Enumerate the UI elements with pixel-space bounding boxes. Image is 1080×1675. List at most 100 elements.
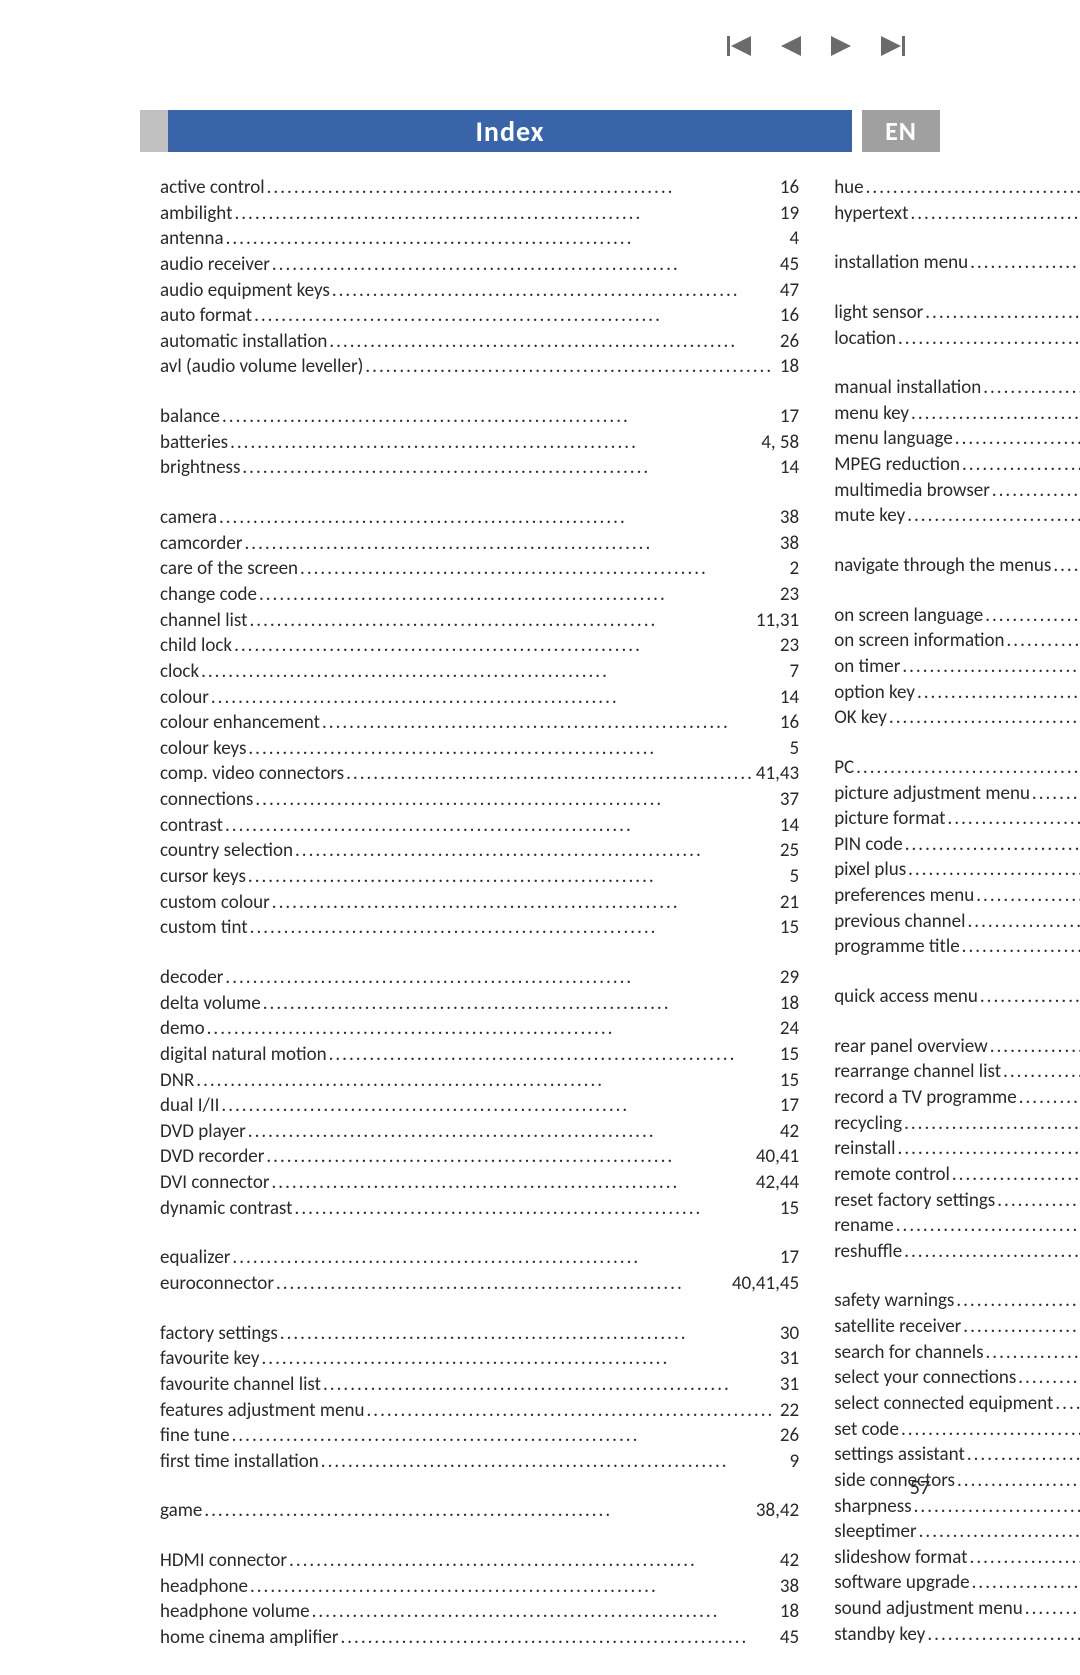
index-dots: ........................................…: [995, 1188, 1080, 1214]
index-label: PC: [834, 755, 854, 781]
index-page: 18: [780, 1599, 799, 1625]
index-dots: ........................................…: [261, 991, 780, 1017]
index-entry: first time installation.................…: [160, 1449, 799, 1475]
index-dots: ........................................…: [965, 1442, 1080, 1468]
index-page: 17: [780, 1245, 799, 1271]
index-dots: ........................................…: [915, 680, 1080, 706]
index-entry: custom colour...........................…: [160, 890, 799, 916]
index-dots: ........................................…: [960, 452, 1080, 478]
index-dots: ........................................…: [298, 556, 790, 582]
index-entry: cursor keys.............................…: [160, 864, 799, 890]
index-dots: ........................................…: [899, 1417, 1080, 1443]
index-entry: on screen information...................…: [834, 628, 1080, 654]
index-entry: MPEG reduction..........................…: [834, 452, 1080, 478]
index-entry: slideshow format........................…: [834, 1545, 1080, 1571]
index-label: record a TV programme: [834, 1085, 1017, 1111]
index-label: on screen language: [834, 603, 983, 629]
index-entry: delta volume............................…: [160, 991, 799, 1017]
index-page: 42: [780, 1119, 799, 1145]
index-label: recycling: [834, 1111, 902, 1137]
index-entry: software upgrade........................…: [834, 1570, 1080, 1596]
index-label: picture adjustment menu: [834, 781, 1030, 807]
index-label: sleeptimer: [834, 1519, 916, 1545]
index-entry: active control..........................…: [160, 175, 799, 201]
index-dots: ........................................…: [270, 252, 780, 278]
index-label: contrast: [160, 813, 223, 839]
index-entry: audio equipment keys....................…: [160, 278, 799, 304]
index-group: balance.................................…: [160, 404, 799, 481]
index-dots: ........................................…: [908, 201, 1080, 227]
index-entry: rearrange channel list..................…: [834, 1059, 1080, 1085]
index-label: rearrange channel list: [834, 1059, 1001, 1085]
index-label: delta volume: [160, 991, 261, 1017]
index-label: brightness: [160, 455, 240, 481]
index-label: DVD player: [160, 1119, 246, 1145]
index-dots: ........................................…: [270, 1170, 756, 1196]
index-page: 5: [790, 864, 800, 890]
index-entry: child lock..............................…: [160, 633, 799, 659]
index-label: settings assistant: [834, 1442, 965, 1468]
index-page: 42,44: [756, 1170, 799, 1196]
skip-forward-icon[interactable]: [881, 36, 905, 56]
index-label: country selection: [160, 838, 293, 864]
index-label: hue: [834, 175, 863, 201]
index-page: 21: [780, 890, 799, 916]
skip-back-icon[interactable]: [727, 36, 751, 56]
index-label: automatic installation: [160, 329, 327, 355]
index-entry: hypertext...............................…: [834, 201, 1080, 227]
index-entry: remote control..........................…: [834, 1162, 1080, 1188]
index-label: custom tint: [160, 915, 248, 941]
play-back-icon[interactable]: [781, 36, 801, 56]
index-label: change code: [160, 582, 257, 608]
index-label: colour: [160, 685, 209, 711]
play-forward-icon[interactable]: [831, 36, 851, 56]
index-dots: ........................................…: [253, 787, 780, 813]
index-dots: ........................................…: [199, 659, 789, 685]
index-entry: colour enhancement......................…: [160, 710, 799, 736]
index-dots: ........................................…: [953, 426, 1080, 452]
index-label: audio receiver: [160, 252, 270, 278]
index-label: side connectors: [834, 1468, 955, 1494]
index-dots: ........................................…: [232, 201, 779, 227]
index-label: care of the screen: [160, 556, 298, 582]
index-entry: menu key................................…: [834, 401, 1080, 427]
index-page: 29: [780, 965, 799, 991]
index-entry: navigate through the menus..............…: [834, 553, 1080, 579]
index-dots: ........................................…: [974, 883, 1080, 909]
index-page: 37: [780, 787, 799, 813]
index-label: rename: [834, 1213, 894, 1239]
index-entry: DNR.....................................…: [160, 1068, 799, 1094]
index-entry: dual I/II...............................…: [160, 1093, 799, 1119]
index-entry: recycling...............................…: [834, 1111, 1080, 1137]
index-dots: ........................................…: [887, 705, 1080, 731]
index-dots: ........................................…: [230, 1245, 780, 1271]
index-label: antenna: [160, 226, 224, 252]
index-label: connections: [160, 787, 253, 813]
index-entry: headphone volume........................…: [160, 1599, 799, 1625]
index-label: standby key: [834, 1622, 925, 1648]
index-label: sharpness: [834, 1494, 911, 1520]
index-label: PIN code: [834, 832, 903, 858]
index-entry: sharpness...............................…: [834, 1494, 1080, 1520]
index-entry: PC......................................…: [834, 755, 1080, 781]
index-entry: channel list............................…: [160, 608, 799, 634]
index-label: DVD recorder: [160, 1144, 264, 1170]
index-label: colour enhancement: [160, 710, 320, 736]
index-group: equalizer...............................…: [160, 1245, 799, 1296]
index-entry: ambilight...............................…: [160, 201, 799, 227]
index-dots: ........................................…: [232, 633, 780, 659]
index-dots: ........................................…: [946, 806, 1080, 832]
index-column: hue.....................................…: [834, 175, 1080, 1675]
index-page: 40,41: [756, 1144, 799, 1170]
index-page: 14: [780, 813, 799, 839]
index-entry: quick access menu.......................…: [834, 984, 1080, 1010]
index-entry: dynamic contrast........................…: [160, 1196, 799, 1222]
index-entry: settings assistant......................…: [834, 1442, 1080, 1468]
index-label: clock: [160, 659, 199, 685]
index-dots: ........................................…: [287, 1548, 780, 1574]
index-page: 25: [780, 838, 799, 864]
index-entry: digital natural motion..................…: [160, 1042, 799, 1068]
index-dots: ........................................…: [1053, 1391, 1080, 1417]
index-dots: ........................................…: [970, 1570, 1080, 1596]
index-page: 16: [780, 710, 799, 736]
